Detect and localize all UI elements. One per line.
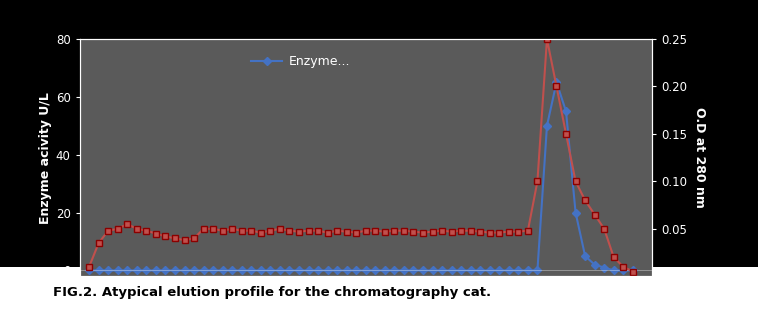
- Legend: Enzyme...: Enzyme...: [246, 50, 355, 73]
- X-axis label: Fraction No: Fraction No: [323, 300, 409, 313]
- Y-axis label: O.D at 280 nm: O.D at 280 nm: [694, 107, 706, 208]
- Y-axis label: Enzyme acivity U/L: Enzyme acivity U/L: [39, 92, 52, 224]
- Text: FIG.2. Atypical elution profile for the chromatography cat.: FIG.2. Atypical elution profile for the …: [53, 286, 491, 299]
